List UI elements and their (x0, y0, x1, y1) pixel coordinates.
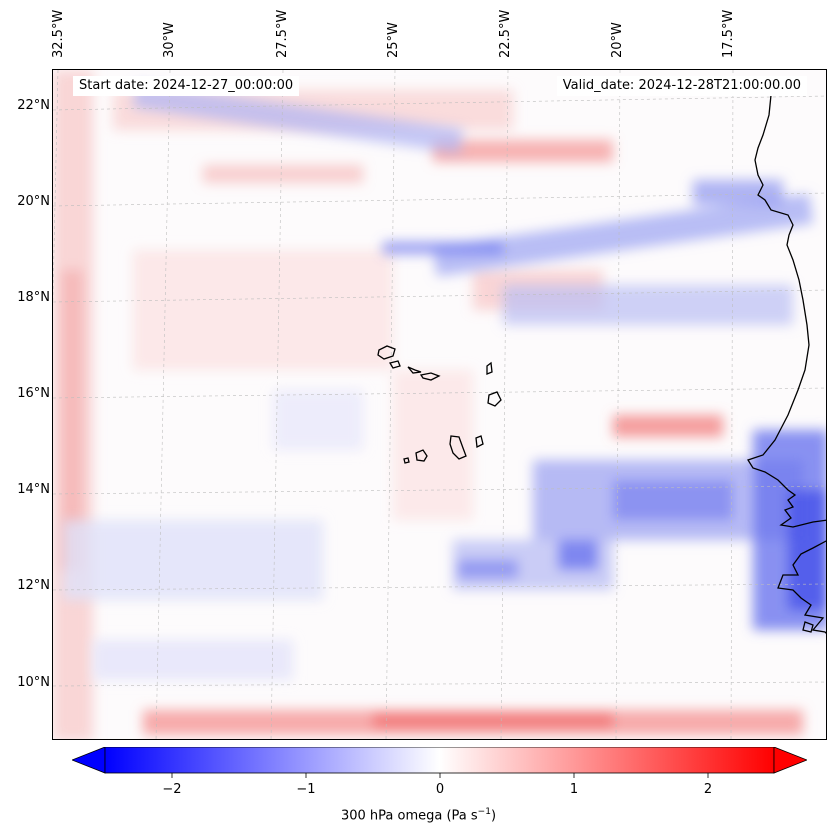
island-sal (486, 361, 493, 375)
omega-positive-patches (53, 70, 803, 739)
lon-label-30w: 30°W (162, 22, 177, 58)
graticule (53, 70, 826, 739)
colorbar-extend-right (773, 747, 807, 774)
colorbar-ticks (171, 773, 709, 778)
colorbar-tick-label: 1 (569, 782, 579, 797)
start-date-label: Start date: 2024-12-27_00:00:00 (73, 76, 300, 96)
lon-label-25w: 25°W (386, 22, 401, 58)
island-brava (403, 457, 410, 464)
island-santo-antao (377, 345, 396, 360)
colorbar-tick-label: 2 (703, 782, 713, 797)
colorbar-label-exponent: −1 (477, 807, 491, 817)
valid-date-label: Valid_date: 2024-12-28T21:00:00.00 (556, 76, 807, 96)
africa-coastline-south (777, 540, 826, 634)
colorbar-body (104, 747, 775, 774)
colorbar-label-close: ) (490, 808, 497, 824)
colorbar (72, 747, 807, 778)
bissagos-islands (802, 621, 814, 633)
lat-label-20n: 20°N (17, 194, 50, 209)
island-maio (475, 435, 484, 448)
colorbar-tick-label: −2 (162, 782, 182, 797)
lon-label-22-5w: 22.5°W (498, 9, 513, 58)
island-boa-vista (487, 391, 502, 407)
lat-label-12n: 12°N (17, 578, 50, 593)
lat-label-22n: 22°N (17, 98, 50, 113)
lon-label-17-5w: 17.5°W (721, 9, 736, 58)
island-santa-luzia (419, 372, 441, 381)
colorbar-label: 300 hPa omega (Pa s−1) (0, 807, 837, 823)
lat-label-10n: 10°N (17, 675, 50, 690)
coastlines (377, 94, 826, 634)
colorbar-label-text: 300 hPa omega (Pa s (340, 808, 478, 824)
island-santiago (449, 435, 467, 460)
omega-negative-patches (63, 82, 826, 680)
lon-label-20w: 20°W (610, 22, 625, 58)
island-sao-nicolau (407, 366, 422, 374)
island-fogo (415, 449, 428, 462)
island-sao-vicente (388, 360, 401, 369)
lat-label-18n: 18°N (17, 290, 50, 305)
omega-field-map (53, 70, 826, 739)
colorbar-extend-left (72, 747, 106, 774)
map-panel[interactable] (52, 69, 827, 740)
africa-coastline (747, 94, 826, 528)
lat-label-14n: 14°N (17, 482, 50, 497)
lon-label-27-5w: 27.5°W (275, 9, 290, 58)
lat-label-16n: 16°N (17, 386, 50, 401)
colorbar-tick-label: −1 (296, 782, 316, 797)
lon-label-32-5w: 32.5°W (51, 9, 66, 58)
colorbar-tick-label: 0 (435, 782, 445, 797)
